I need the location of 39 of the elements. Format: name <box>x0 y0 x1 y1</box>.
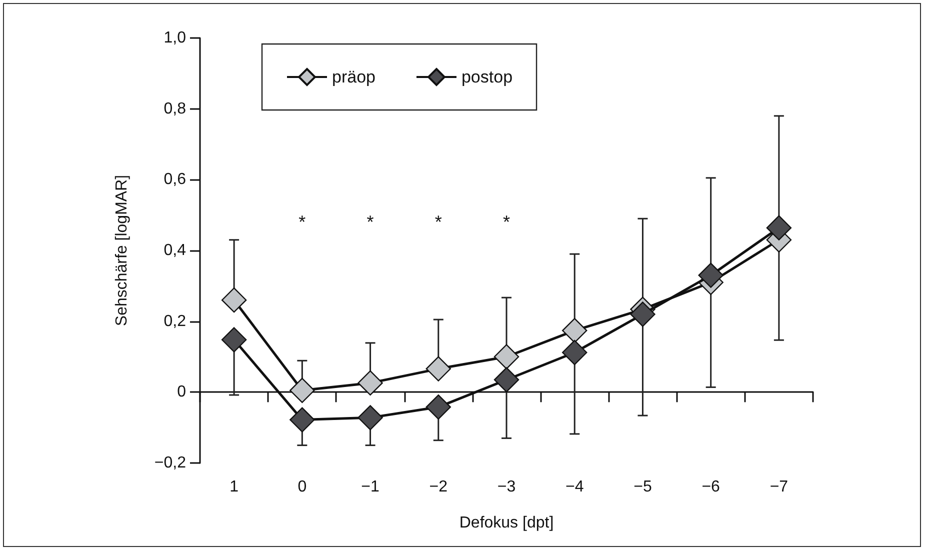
y-tick-label: 0,6 <box>164 171 186 188</box>
point <box>766 215 792 240</box>
annotation: * <box>434 212 442 232</box>
legend-label: präop <box>332 68 376 86</box>
y-tick-label: 0 <box>177 384 186 401</box>
x-axis-title: Defokus [dpt] <box>459 514 554 532</box>
y-tick-label: 1,0 <box>164 30 186 46</box>
point <box>290 407 315 432</box>
point <box>290 378 315 403</box>
point <box>426 356 451 382</box>
y-axis-title: Sehschärfe [logMAR] <box>114 174 130 326</box>
x-tick-label: −4 <box>565 478 584 496</box>
point <box>494 367 520 392</box>
x-tick-label: −1 <box>361 478 380 496</box>
point <box>426 394 451 420</box>
x-tick-label: −7 <box>770 478 788 496</box>
point <box>562 318 588 344</box>
legend-label: postop <box>461 68 513 86</box>
point <box>358 405 383 430</box>
annotation: * <box>298 212 306 232</box>
y-tick-label: 0,2 <box>164 312 186 330</box>
y-tick-label: −0,2 <box>154 454 186 472</box>
point <box>562 340 588 366</box>
point <box>698 262 724 288</box>
y-tick-label: 0,4 <box>164 242 186 259</box>
point <box>358 370 383 396</box>
point <box>494 344 520 370</box>
point <box>630 302 656 327</box>
point <box>221 287 247 313</box>
point <box>221 327 247 352</box>
x-tick-label: −3 <box>497 478 516 496</box>
x-tick-label: 1 <box>230 478 239 496</box>
x-tick-label: −6 <box>702 478 720 496</box>
annotation: * <box>366 212 374 232</box>
y-tick-label: 0,8 <box>164 100 186 118</box>
x-tick-label: −2 <box>429 478 448 496</box>
annotation: * <box>502 212 510 232</box>
x-tick-label: 0 <box>298 478 307 496</box>
x-tick-label: −5 <box>634 478 652 496</box>
